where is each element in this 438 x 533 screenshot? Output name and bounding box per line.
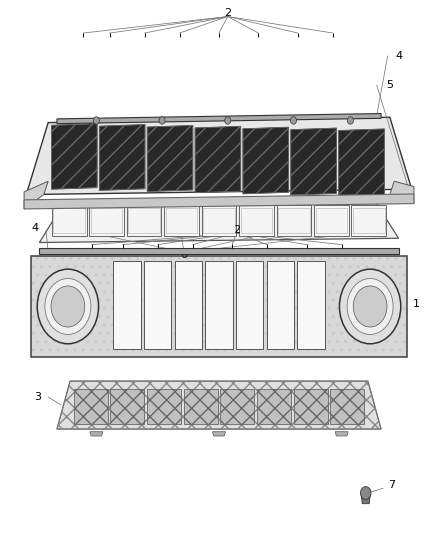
Polygon shape (314, 205, 349, 236)
Polygon shape (243, 127, 289, 194)
Text: 4: 4 (395, 51, 402, 61)
Text: 2: 2 (233, 225, 240, 235)
Polygon shape (297, 261, 325, 349)
Polygon shape (220, 389, 254, 424)
Polygon shape (266, 261, 294, 349)
Circle shape (51, 286, 85, 327)
Text: 3: 3 (34, 392, 41, 402)
Polygon shape (291, 128, 336, 195)
Polygon shape (335, 432, 348, 436)
Polygon shape (276, 205, 311, 236)
Polygon shape (90, 432, 103, 436)
Circle shape (45, 278, 91, 335)
Polygon shape (39, 197, 399, 243)
Circle shape (225, 117, 231, 124)
Polygon shape (52, 205, 87, 236)
Circle shape (347, 117, 353, 124)
Polygon shape (110, 389, 144, 424)
Polygon shape (24, 194, 414, 209)
Circle shape (360, 487, 371, 499)
Polygon shape (31, 256, 407, 357)
Polygon shape (339, 129, 385, 196)
Polygon shape (205, 261, 233, 349)
Polygon shape (236, 261, 263, 349)
Polygon shape (74, 389, 108, 424)
Polygon shape (330, 389, 364, 424)
Polygon shape (52, 124, 97, 189)
Text: 5: 5 (386, 80, 393, 90)
Polygon shape (390, 181, 414, 204)
Polygon shape (201, 205, 237, 236)
Polygon shape (24, 181, 48, 209)
Polygon shape (147, 125, 193, 191)
Polygon shape (113, 261, 141, 349)
Circle shape (159, 117, 165, 124)
Polygon shape (293, 389, 328, 424)
Polygon shape (361, 496, 370, 504)
Text: 2: 2 (224, 9, 231, 18)
Polygon shape (195, 126, 241, 193)
Text: 6: 6 (180, 250, 187, 260)
Polygon shape (99, 125, 145, 190)
Polygon shape (174, 261, 202, 349)
Polygon shape (239, 205, 274, 236)
Text: 4: 4 (32, 223, 39, 233)
Circle shape (347, 278, 393, 335)
Circle shape (339, 269, 401, 344)
Polygon shape (147, 389, 181, 424)
Polygon shape (39, 248, 399, 254)
Polygon shape (57, 381, 381, 429)
Circle shape (290, 117, 297, 124)
Polygon shape (164, 205, 199, 236)
Text: 7: 7 (389, 480, 396, 490)
Polygon shape (57, 114, 381, 124)
Text: 1: 1 (413, 299, 420, 309)
Polygon shape (89, 205, 124, 236)
Circle shape (93, 117, 99, 124)
Polygon shape (26, 117, 412, 195)
Polygon shape (257, 389, 291, 424)
Polygon shape (212, 432, 226, 436)
Circle shape (37, 269, 99, 344)
Circle shape (353, 286, 387, 327)
Polygon shape (144, 261, 172, 349)
Polygon shape (351, 205, 386, 236)
Polygon shape (184, 389, 218, 424)
Polygon shape (127, 205, 162, 236)
